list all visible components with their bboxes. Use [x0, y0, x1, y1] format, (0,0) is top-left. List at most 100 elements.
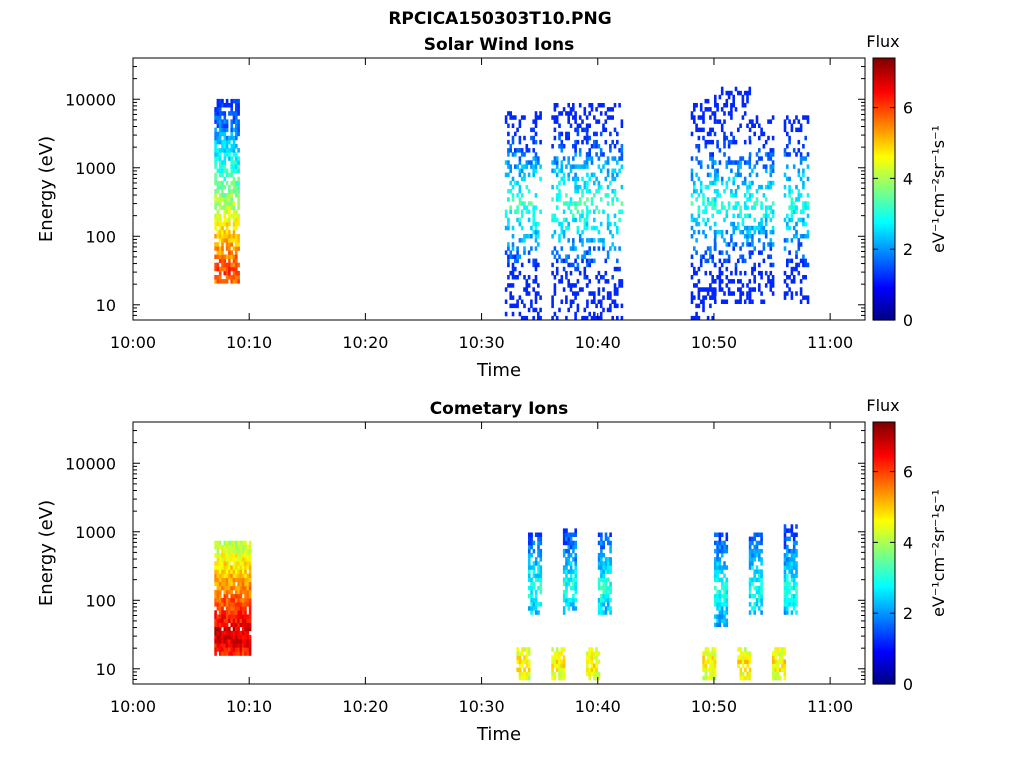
- flux-cell: [248, 622, 252, 628]
- flux-cell: [534, 221, 538, 227]
- flux-cell: [588, 291, 591, 296]
- flux-cell: [530, 225, 533, 231]
- flux-cell: [237, 647, 240, 652]
- flux-cell: [574, 553, 577, 558]
- flux-cell: [799, 176, 803, 182]
- flux-cell: [581, 119, 584, 124]
- flux-cell: [230, 577, 233, 583]
- flux-cell: [232, 189, 236, 194]
- flux-cell: [525, 315, 529, 321]
- flux-cell: [218, 197, 222, 202]
- flux-cell: [748, 589, 752, 595]
- flux-cell: [600, 557, 603, 562]
- flux-cell: [235, 602, 238, 607]
- colorbar-step: [873, 132, 895, 136]
- flux-cell: [739, 156, 742, 161]
- flux-cell: [567, 548, 571, 554]
- flux-cell: [604, 139, 608, 145]
- flux-cell: [230, 630, 233, 636]
- flux-cell: [537, 221, 540, 227]
- flux-cell: [232, 234, 236, 239]
- flux-cell: [602, 569, 605, 574]
- flux-cell: [244, 606, 247, 611]
- flux-cell: [755, 548, 759, 554]
- flux-cell: [748, 667, 752, 673]
- flux-cell: [748, 156, 752, 161]
- flux-cell: [720, 262, 724, 268]
- flux-cell: [771, 275, 775, 280]
- flux-cell: [704, 258, 708, 264]
- flux-cell: [730, 238, 733, 243]
- colorbar-step: [873, 496, 895, 500]
- flux-cell: [221, 557, 224, 562]
- flux-cell: [534, 589, 538, 595]
- flux-cell: [534, 234, 538, 239]
- flux-cell: [214, 573, 217, 578]
- flux-cell: [732, 213, 735, 219]
- flux-cell: [797, 127, 801, 133]
- flux-cell: [221, 168, 224, 173]
- flux-cell: [216, 630, 220, 636]
- flux-cell: [232, 630, 236, 636]
- flux-cell: [569, 168, 573, 173]
- flux-cell: [690, 254, 694, 259]
- flux-cell: [714, 262, 717, 268]
- flux-cell: [769, 168, 773, 173]
- flux-cell: [223, 589, 227, 595]
- flux-cell: [590, 201, 594, 206]
- flux-cell: [511, 225, 515, 231]
- flux-cell: [799, 234, 803, 239]
- flux-cell: [597, 299, 601, 304]
- flux-cell: [792, 164, 796, 169]
- y-tick-label: 1000: [75, 523, 116, 542]
- flux-cell: [769, 119, 773, 124]
- flux-cell: [792, 532, 796, 537]
- flux-cell: [725, 544, 729, 550]
- flux-cell: [744, 675, 747, 681]
- flux-cell: [560, 225, 564, 231]
- flux-cell: [802, 209, 805, 214]
- flux-cell: [223, 540, 227, 546]
- flux-cell: [225, 573, 229, 578]
- flux-cell: [567, 553, 571, 558]
- colorbar-step: [873, 104, 895, 107]
- flux-cell: [716, 569, 719, 574]
- flux-cell: [235, 246, 238, 251]
- flux-cell: [588, 189, 591, 194]
- flux-cell: [572, 602, 575, 607]
- flux-cell: [218, 107, 222, 112]
- flux-cell: [806, 229, 810, 235]
- flux-cell: [799, 279, 803, 284]
- colorbar-step: [873, 231, 895, 234]
- flux-cell: [555, 156, 559, 161]
- flux-cell: [228, 193, 231, 198]
- flux-cell: [239, 639, 243, 644]
- flux-cell: [241, 647, 245, 652]
- colorbar-step: [873, 460, 895, 463]
- flux-cell: [228, 135, 231, 141]
- flux-cell: [737, 655, 740, 660]
- flux-cell: [755, 540, 759, 546]
- flux-cell: [572, 176, 575, 182]
- flux-cell: [806, 299, 810, 304]
- colorbar-step: [873, 422, 895, 425]
- flux-cell: [565, 532, 568, 537]
- flux-cell: [753, 275, 756, 280]
- flux-cell: [537, 569, 540, 574]
- flux-cell: [232, 266, 236, 272]
- flux-cell: [246, 618, 250, 623]
- flux-cell: [530, 602, 533, 607]
- flux-cell: [586, 127, 589, 133]
- flux-cell: [221, 581, 224, 587]
- flux-cell: [618, 209, 621, 214]
- flux-cell: [248, 614, 252, 619]
- flux-cell: [762, 299, 766, 304]
- flux-cell: [246, 626, 250, 632]
- flux-cell: [516, 659, 519, 664]
- flux-cell: [581, 287, 584, 292]
- flux-cell: [248, 589, 252, 595]
- flux-cell: [716, 540, 719, 546]
- flux-cell: [221, 606, 224, 611]
- flux-cell: [223, 221, 227, 227]
